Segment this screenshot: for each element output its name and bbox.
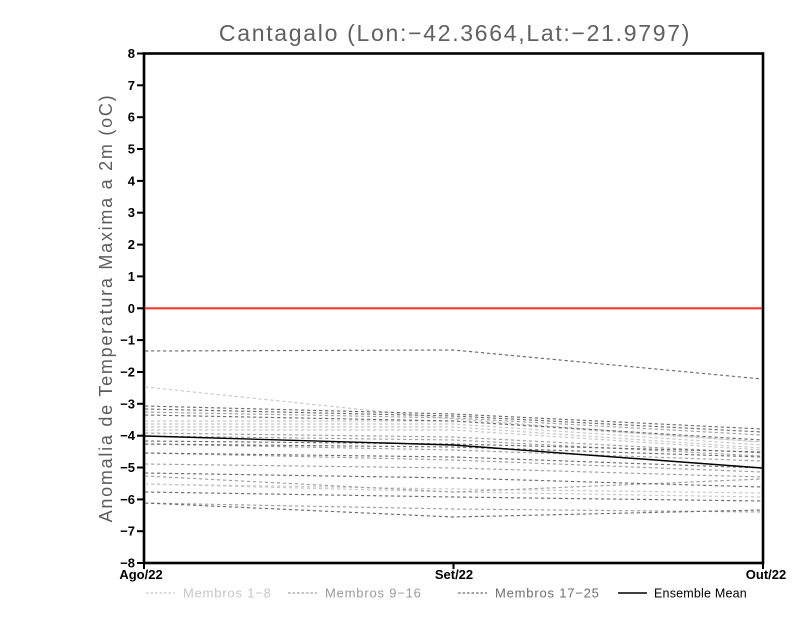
svg-text:4: 4 [128,173,136,188]
svg-text:2: 2 [128,237,135,252]
svg-text:Cantagalo (Lon:−42.3664,Lat:−2: Cantagalo (Lon:−42.3664,Lat:−21.9797) [219,20,691,46]
svg-text:−7: −7 [120,524,135,539]
svg-text:Ago/22: Ago/22 [119,567,162,582]
svg-text:0: 0 [128,301,135,316]
svg-text:−3: −3 [120,396,135,411]
svg-text:−1: −1 [120,333,135,348]
svg-text:7: 7 [128,78,135,93]
svg-text:3: 3 [128,205,135,220]
svg-text:−4: −4 [120,428,136,443]
svg-text:Set/22: Set/22 [435,567,473,582]
svg-text:Anomalia de Temperatura Maxima: Anomalia de Temperatura Maxima a 2m (oC) [96,94,116,523]
svg-text:1: 1 [128,269,135,284]
svg-text:Out/22: Out/22 [746,567,786,582]
svg-text:Membros 9−16: Membros 9−16 [325,586,422,601]
svg-text:5: 5 [128,142,135,157]
svg-text:−5: −5 [120,460,135,475]
svg-text:−2: −2 [120,365,135,380]
svg-text:−8: −8 [120,556,135,571]
svg-text:Ensemble Mean: Ensemble Mean [654,587,747,601]
svg-text:6: 6 [128,110,135,125]
svg-text:8: 8 [128,46,135,61]
svg-text:−6: −6 [120,492,135,507]
svg-text:Membros 1−8: Membros 1−8 [183,586,272,601]
svg-text:Membros 17−25: Membros 17−25 [495,586,600,601]
